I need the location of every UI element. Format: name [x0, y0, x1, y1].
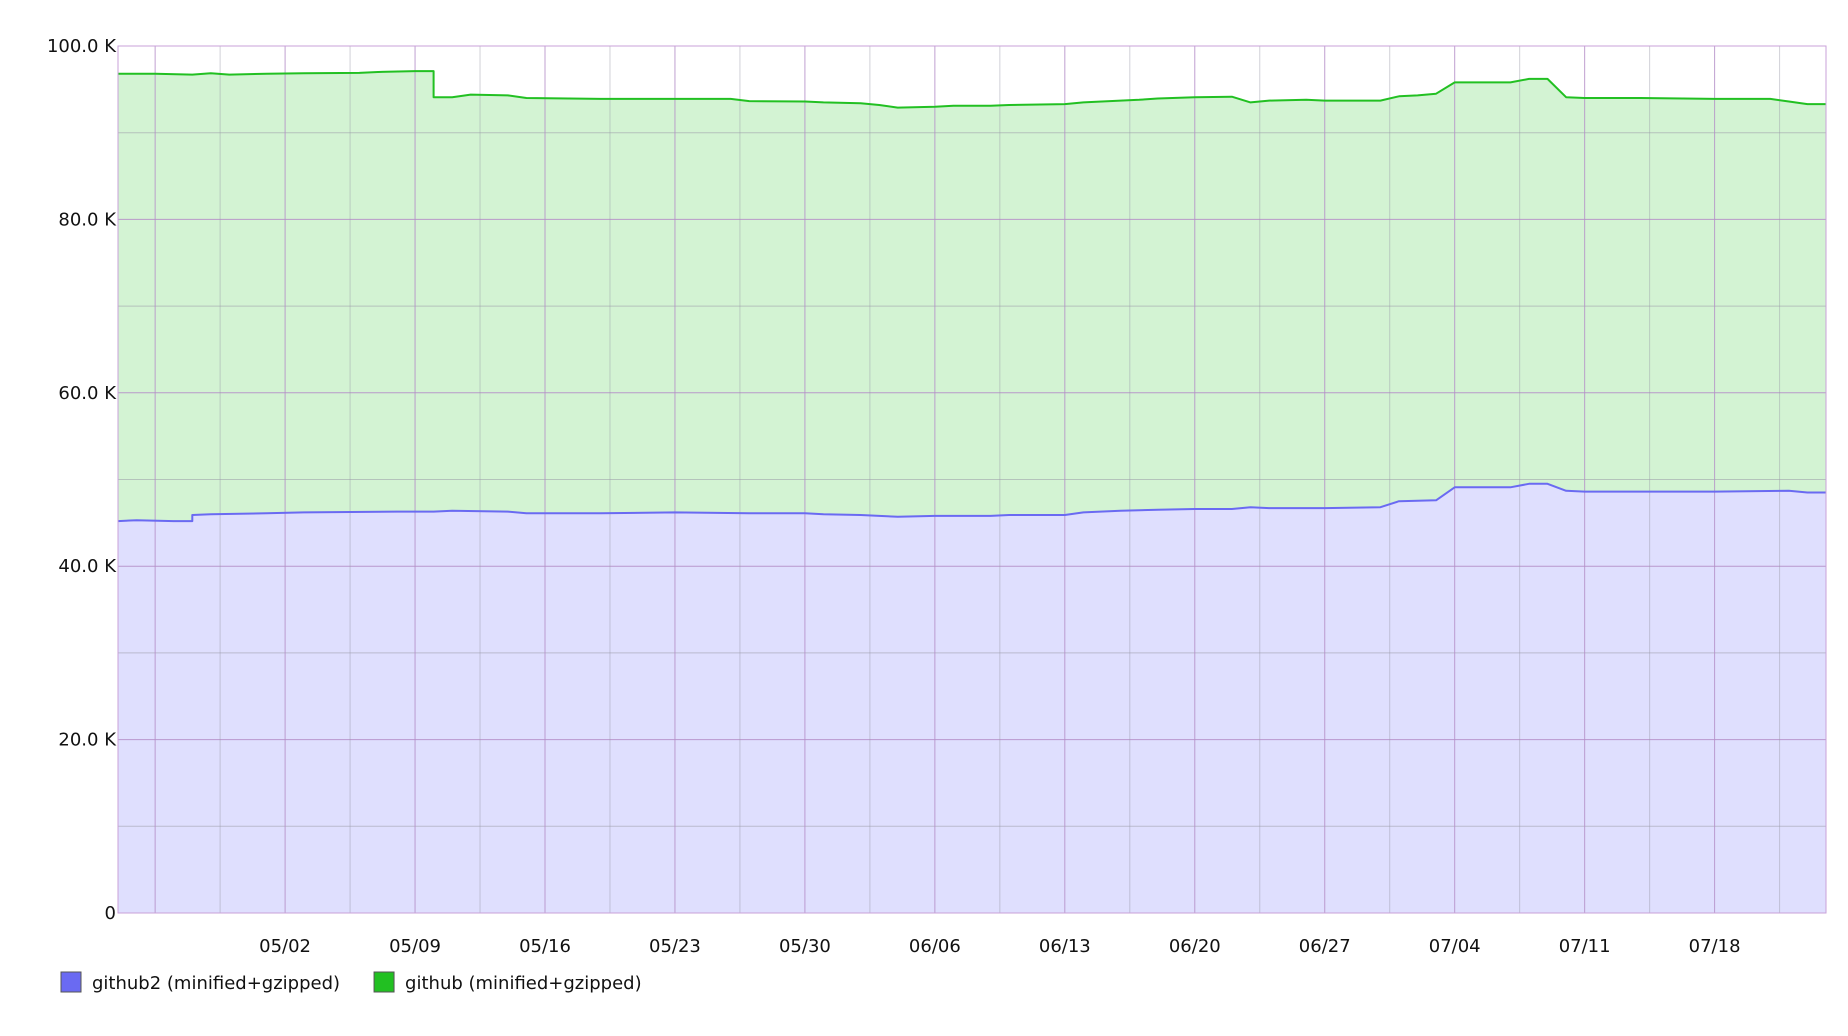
legend-label-1[interactable]: github (minified+gzipped) [405, 973, 642, 994]
plot-frame [117, 45, 1827, 914]
series-area-1 [118, 483, 1826, 913]
x-tick-label: 05/09 [389, 936, 441, 957]
y-axis: 0 20.0 K 40.0 K 60.0 K 80.0 K 100.0 K [47, 36, 117, 924]
y-tick-label: 80.0 K [58, 209, 117, 230]
x-tick-label: 07/18 [1689, 936, 1741, 957]
y-tick-label: 40.0 K [58, 556, 117, 577]
y-tick-label: 0 [105, 903, 116, 924]
area-fills [118, 71, 1826, 914]
x-tick-label: 06/27 [1299, 936, 1351, 957]
y-tick-label: 60.0 K [58, 383, 117, 404]
x-tick-label: 05/02 [259, 936, 311, 957]
legend-swatch-0[interactable] [60, 971, 82, 993]
legend[interactable]: github2 (minified+gzipped) github (minifi… [60, 971, 642, 994]
x-tick-label: 05/23 [649, 936, 701, 957]
x-axis: 05/02 05/09 05/16 05/23 05/30 06/06 06/13 06/20… [259, 936, 1740, 957]
series-lines [117, 70, 1826, 523]
x-tick-label: 06/13 [1039, 936, 1091, 957]
legend-label-0[interactable]: github2 (minified+gzipped) [92, 973, 340, 994]
y-tick-label: 20.0 K [58, 730, 117, 751]
x-tick-label: 06/20 [1169, 936, 1221, 957]
x-tick-label: 07/11 [1559, 936, 1611, 957]
x-tick-label: 06/06 [909, 936, 961, 957]
x-tick-label: 05/30 [779, 936, 831, 957]
grid-lines [118, 46, 1826, 913]
series-line-1 [117, 482, 1826, 523]
legend-swatch-1[interactable] [373, 971, 395, 993]
y-tick-label: 100.0 K [47, 36, 117, 57]
series-line-0 [118, 70, 1826, 109]
x-tick-label: 07/04 [1429, 936, 1481, 957]
x-tick-label: 05/16 [519, 936, 571, 957]
